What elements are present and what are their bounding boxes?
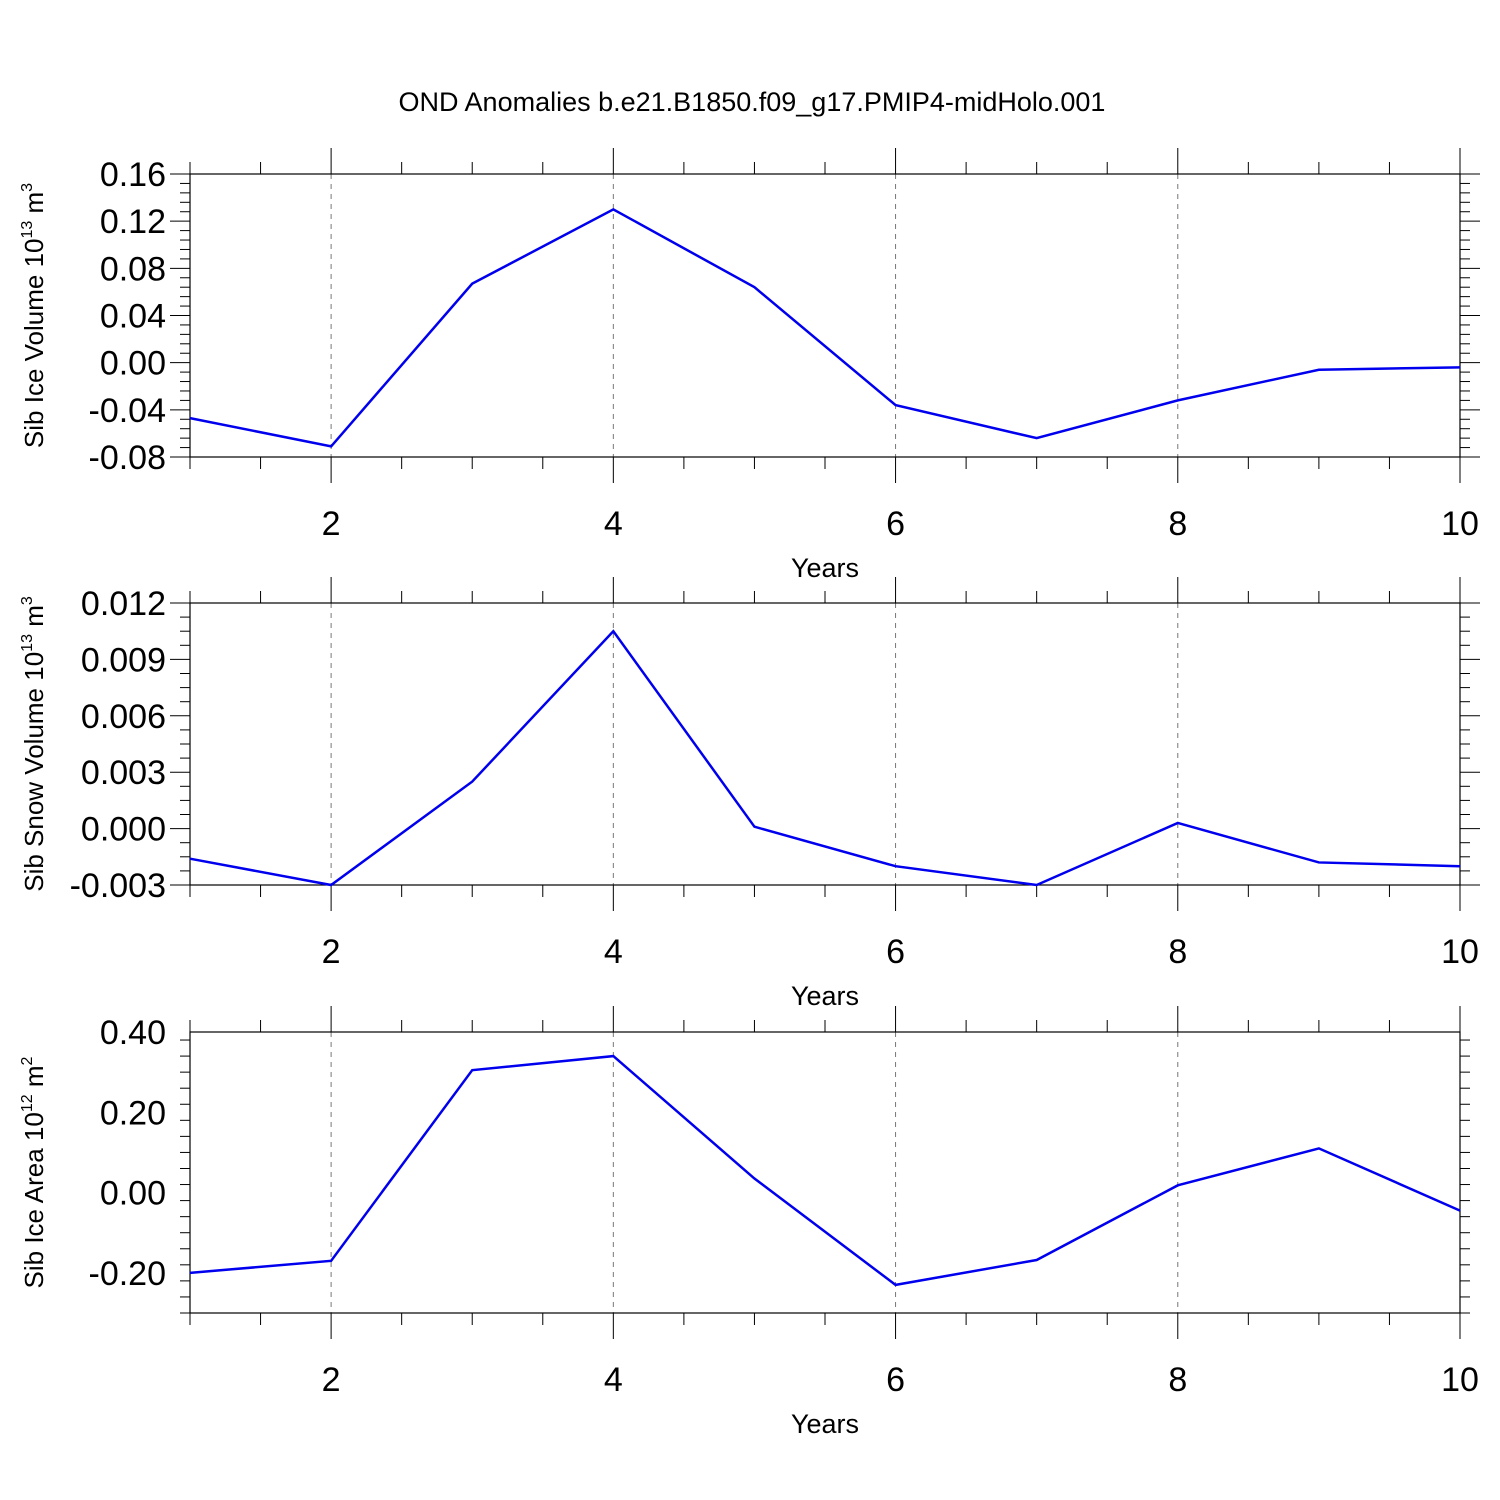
x-tick-label: 6 — [886, 505, 905, 543]
y-tick-label: 0.003 — [81, 754, 166, 792]
y-tick-label: 0.40 — [100, 1014, 166, 1052]
y-tick-label: -0.08 — [89, 439, 167, 477]
y-tick-label: 0.16 — [100, 156, 166, 194]
y-axis-label: Sib Ice Area 1012 m2 — [19, 1056, 49, 1288]
y-axis-label-unit: m — [19, 605, 49, 634]
x-tick-label: 10 — [1441, 1361, 1479, 1399]
panel-3: -0.20 0.00 0.20 0.40 2 4 6 8 10 Years Sib Ice Area… — [19, 1006, 1479, 1439]
y-tick-label: 0.012 — [81, 585, 166, 623]
y-axis-label-unit: m — [19, 192, 49, 221]
plot-frame — [189, 602, 1461, 886]
x-tick-label: 8 — [1168, 1361, 1187, 1399]
y-tick-label: -0.003 — [70, 867, 166, 905]
x-tick-label: 2 — [322, 505, 341, 543]
y-axis-label-exp: 13 — [19, 634, 36, 652]
y-axis-label-exp: 12 — [19, 1094, 36, 1112]
x-tick-label: 4 — [604, 1361, 623, 1399]
y-axis-label-unit-exp: 3 — [19, 183, 36, 192]
y-tick-label: 0.000 — [81, 811, 166, 849]
x-axis-label: Years — [791, 981, 859, 1011]
x-tick-label: 2 — [322, 933, 341, 971]
y-axis-label: Sib Ice Volume 1013 m3 — [19, 183, 49, 448]
y-tick-label: 0.006 — [81, 698, 166, 736]
y-axis-label-exp: 13 — [19, 221, 36, 239]
x-tick-label: 10 — [1441, 505, 1479, 543]
y-axis-label-main: Sib Ice Volume 10 — [19, 239, 49, 449]
panel-2: -0.003 0.000 0.003 0.006 0.009 0.012 2 4 6 8 10 Yea… — [19, 577, 1480, 1011]
y-tick-label: 0.00 — [100, 1175, 166, 1213]
y-axis-label-unit-exp: 2 — [19, 1056, 36, 1065]
x-axis-label: Years — [791, 553, 859, 583]
x-tick-label: 8 — [1168, 933, 1187, 971]
x-tick-label: 8 — [1168, 505, 1187, 543]
y-axis-label-unit-exp: 3 — [19, 596, 36, 605]
y-axis-label-unit: m — [19, 1065, 49, 1094]
y-tick-label: -0.20 — [89, 1255, 167, 1293]
x-tick-label: 10 — [1441, 933, 1479, 971]
x-tick-label: 4 — [604, 505, 623, 543]
x-tick-label: 2 — [322, 1361, 341, 1399]
y-tick-label: 0.009 — [81, 641, 166, 679]
y-axis-label-main: Sib Ice Area 10 — [19, 1112, 49, 1288]
y-tick-label: 0.04 — [100, 298, 166, 336]
y-tick-label: -0.04 — [89, 392, 167, 430]
y-tick-label: 0.12 — [100, 203, 166, 241]
y-tick-label: 0.08 — [100, 250, 166, 288]
x-tick-label: 6 — [886, 933, 905, 971]
x-tick-label: 6 — [886, 1361, 905, 1399]
x-tick-label: 4 — [604, 933, 623, 971]
y-axis-label: Sib Snow Volume 1013 m3 — [19, 596, 49, 892]
series-line — [189, 1054, 1461, 1287]
x-axis-label: Years — [791, 1409, 859, 1439]
figure-title: OND Anomalies b.e21.B1850.f09_g17.PMIP4-… — [399, 87, 1106, 117]
y-axis-label-main: Sib Snow Volume 10 — [19, 652, 49, 892]
series-line — [189, 629, 1461, 887]
y-tick-label: 0.00 — [100, 345, 166, 383]
y-tick-label: 0.20 — [100, 1094, 166, 1132]
panels: -0.08 -0.04 0.00 0.04 0.08 0.12 0.16 2 4 6 8 10 Year… — [19, 148, 1480, 1439]
plot-frame — [189, 173, 1461, 458]
series-line — [189, 207, 1461, 448]
plot-frame — [189, 1031, 1461, 1314]
panel-1: -0.08 -0.04 0.00 0.04 0.08 0.12 0.16 2 4 6 8 10 Year… — [19, 148, 1480, 583]
